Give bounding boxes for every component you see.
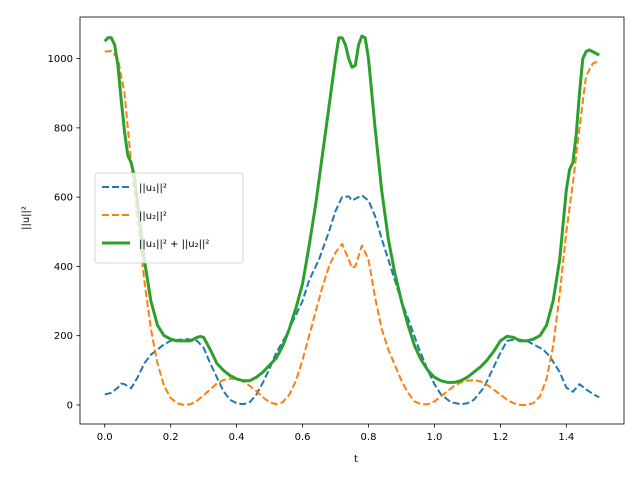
- axes-frame: [79, 16, 625, 425]
- y-tick-label: 1000: [48, 54, 73, 65]
- legend-label-3: ||u₁||² + ||u₂||²: [139, 239, 209, 250]
- x-tick-label: 0.6: [295, 432, 311, 443]
- legend-label-1: ||u₁||²: [139, 183, 167, 194]
- series-line-3: [103, 34, 600, 384]
- series-line-1: [104, 194, 600, 406]
- x-axis-label: t: [354, 454, 358, 465]
- y-tick-label: 800: [54, 123, 73, 134]
- series-group: [103, 34, 600, 406]
- y-tick-label: 200: [54, 331, 73, 342]
- legend: ||u₁||² ||u₂||² ||u₁||² + ||u₂||²: [94, 172, 244, 264]
- plot-area: [103, 34, 600, 406]
- y-axis-label: ||u||²: [21, 206, 32, 230]
- legend-box: [94, 172, 244, 264]
- x-tick-label: 0.4: [229, 432, 245, 443]
- x-tick-label: 1.0: [426, 432, 442, 443]
- x-tick-label: 1.4: [558, 432, 574, 443]
- x-tick-label: 1.2: [492, 432, 508, 443]
- series-line-2: [104, 49, 600, 406]
- y-tick-label: 400: [54, 262, 73, 273]
- legend-label-2: ||u₂||²: [139, 211, 167, 222]
- x-tick-label: 0.8: [361, 432, 377, 443]
- x-tick-label: 0.2: [163, 432, 179, 443]
- y-tick-label: 0: [67, 400, 73, 411]
- axes: 0.0 0.2 0.4 0.6 0.8 1.0 1.2 1.4 0 200 400 600 800 100…: [48, 16, 625, 443]
- y-tick-label: 600: [54, 193, 73, 204]
- x-tick-label: 0.0: [97, 432, 113, 443]
